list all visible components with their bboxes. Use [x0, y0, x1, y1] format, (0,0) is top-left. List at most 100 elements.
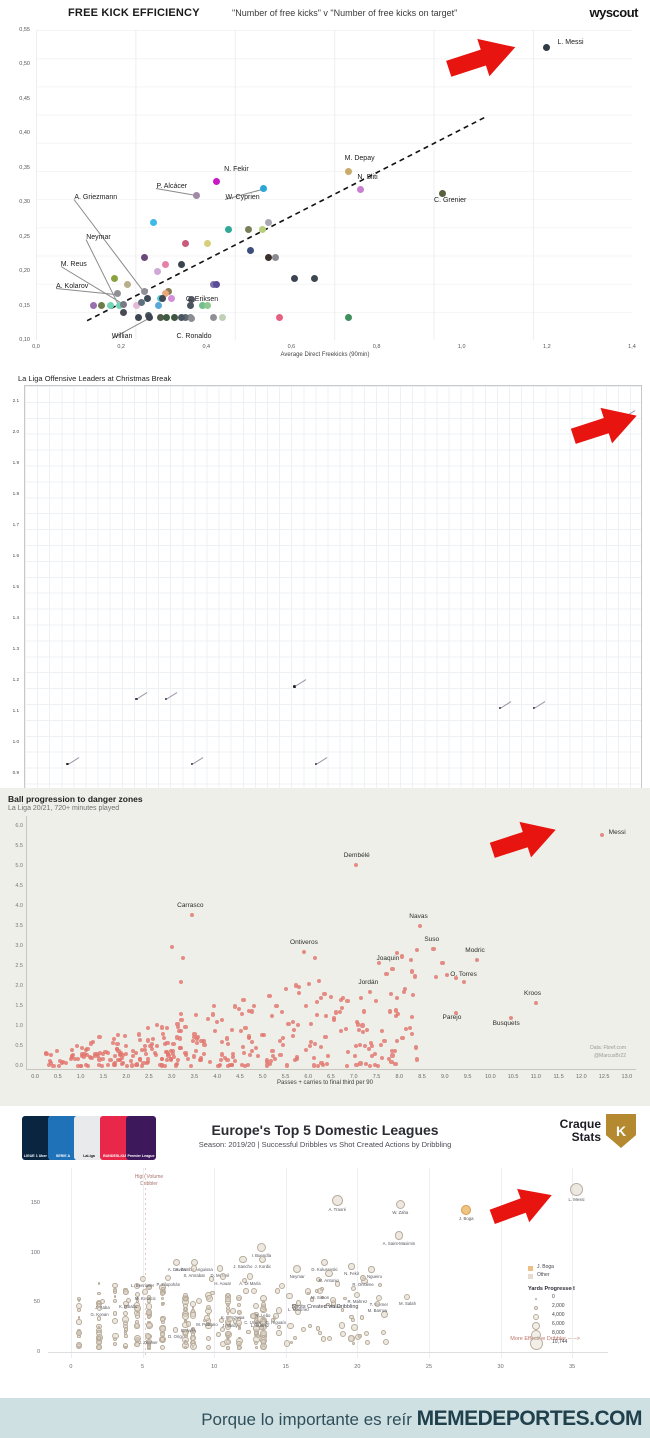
- panel2-y-tick: 0.9: [12, 769, 19, 775]
- data-point: [294, 1054, 300, 1059]
- data-point: [124, 1305, 128, 1309]
- data-point: [440, 961, 445, 966]
- data-point: [286, 1022, 291, 1027]
- hv-line2: Dribbler: [140, 1181, 158, 1187]
- data-point: [402, 986, 407, 991]
- data-point: [264, 253, 272, 261]
- data-point: [134, 1323, 140, 1329]
- data-point: [233, 1004, 238, 1009]
- data-point: [229, 1028, 234, 1033]
- panel4-x-tick: 15: [282, 1364, 289, 1370]
- data-point: [239, 1063, 245, 1068]
- panel1-y-tick: 0,40: [19, 130, 30, 137]
- data-point: [146, 1060, 151, 1065]
- data-point: [252, 1324, 260, 1332]
- data-point: [218, 1057, 223, 1062]
- data-point: [112, 1053, 117, 1058]
- data-point-navas: [417, 923, 422, 929]
- point-label: M. Reus: [60, 261, 87, 269]
- data-point: [225, 1058, 230, 1063]
- data-point: [96, 1316, 102, 1321]
- data-point: [97, 1057, 102, 1062]
- data-point-g-konan: [97, 1305, 103, 1311]
- data-point-a-saint-maximin: [394, 1231, 404, 1240]
- data-point: [96, 1063, 101, 1068]
- data-point-t-werner: [375, 1295, 382, 1302]
- data-point: [147, 1295, 152, 1300]
- data-point: [75, 1063, 80, 1069]
- panel3-x-tick: 1.5: [99, 1074, 108, 1080]
- point-label: C. Pulisic: [324, 1304, 342, 1310]
- data-point: [295, 1022, 300, 1028]
- data-point: [250, 1009, 255, 1014]
- data-point: [270, 1054, 276, 1059]
- data-point: [218, 313, 226, 321]
- data-point: [219, 1017, 225, 1022]
- data-point: [135, 313, 143, 321]
- panel2-y-tick: 1.3: [12, 645, 19, 651]
- data-point: [101, 1051, 106, 1056]
- league-logos: LIGUE 1 Uber E SERIE A LaLiga BUNDESLIGA Pre…: [22, 1114, 162, 1162]
- craque-stats-logo: Craque Stats K: [560, 1114, 636, 1148]
- data-point: [89, 1056, 94, 1061]
- data-point: [312, 1056, 317, 1061]
- data-point: [354, 1062, 359, 1068]
- data-point: [117, 1052, 123, 1057]
- panel3-x-tick: 10.5: [507, 1074, 519, 1080]
- panel4-y-tick: 50: [33, 1299, 40, 1306]
- panel2-y-tick: 1.0: [12, 738, 19, 744]
- panel3-x-tick: 9.0: [440, 1074, 449, 1080]
- data-point: [364, 1331, 370, 1337]
- data-point: [242, 1063, 247, 1068]
- data-point: [325, 1054, 331, 1059]
- data-point: [183, 1346, 188, 1350]
- data-point: [122, 1315, 129, 1323]
- data-point: [160, 1291, 166, 1297]
- point-label: L. Messi: [568, 1197, 585, 1203]
- panel3-x-tick: 12.5: [598, 1074, 610, 1080]
- data-point: [362, 1043, 367, 1049]
- data-point-n-fekir: [213, 178, 221, 186]
- data-point: [239, 1011, 245, 1017]
- data-point: [211, 1012, 216, 1017]
- data-point: [48, 1052, 54, 1057]
- data-point: [82, 1052, 87, 1057]
- panel2-y-tick: 1.5: [12, 583, 19, 589]
- data-point: [364, 1340, 370, 1346]
- data-point: [290, 1033, 296, 1038]
- data-point: [296, 990, 301, 995]
- panel4-x-tick: 0: [69, 1364, 73, 1370]
- data-point: [345, 1049, 351, 1054]
- data-point: [169, 945, 174, 950]
- data-point: [141, 253, 149, 261]
- data-point: [393, 1008, 398, 1013]
- data-point: [133, 1305, 141, 1313]
- data-point: [357, 1333, 363, 1339]
- size-legend-label: 10,744: [552, 1339, 568, 1345]
- data-point: [164, 1025, 169, 1030]
- data-point: [123, 1052, 129, 1057]
- footer-text: Porque lo importante es reír MEMEDEPORTE…: [201, 1407, 642, 1431]
- legend-swatch: [528, 1265, 533, 1271]
- data-point: [160, 1331, 166, 1337]
- data-point: [241, 1051, 246, 1056]
- data-point-n-fekir: [348, 1263, 355, 1270]
- data-point: [262, 1335, 265, 1339]
- panel3-x-tick: 4.0: [213, 1074, 222, 1080]
- data-point: [160, 1031, 165, 1036]
- panel3-x-tick: 3.0: [167, 1074, 176, 1080]
- panel4-x-tick: 35: [569, 1364, 576, 1370]
- point-label: M. Simon: [311, 1295, 330, 1301]
- data-point: [201, 1039, 206, 1044]
- high-volume-dribbler-note: High Volume Dribbler: [110, 1174, 188, 1188]
- data-point: [147, 1345, 151, 1349]
- data-point: [251, 1287, 258, 1294]
- red-arrow-icon: [571, 407, 637, 444]
- panel3-x-tick: 8.5: [418, 1074, 426, 1080]
- panel3-x-axis-label: Passes + carries to final third per 90: [277, 1080, 373, 1086]
- point-label-tag: [315, 757, 328, 765]
- data-point-a-griezmann: [141, 288, 149, 296]
- panel4-y-tick: 100: [30, 1249, 40, 1256]
- data-point: [352, 1053, 357, 1058]
- panel4-plot-area: High Volume Dribbler More Effective Drib…: [48, 1168, 608, 1358]
